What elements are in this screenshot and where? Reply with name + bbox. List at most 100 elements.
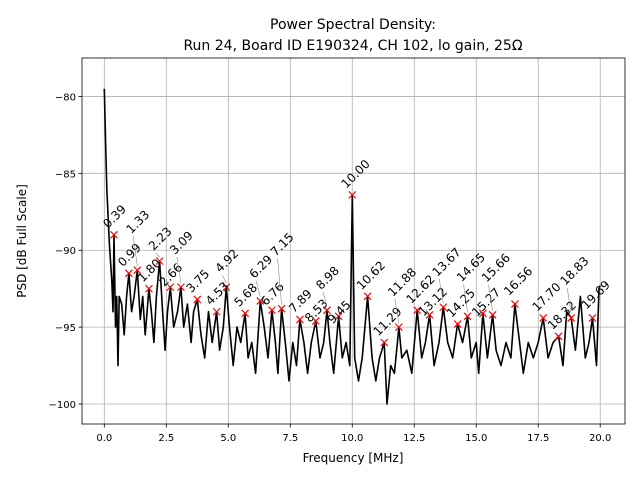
peak-label-leader: [132, 236, 138, 267]
peak-marker: [394, 323, 403, 332]
peak-marker-x: [277, 304, 286, 313]
peak-label-leader: [394, 299, 400, 324]
peak-marker: [334, 312, 343, 321]
peak-marker-x: [453, 320, 462, 328]
peak-label: 15.27: [469, 285, 503, 319]
peak-label: 7.15: [268, 230, 297, 259]
y-tick-label: −80: [55, 92, 76, 103]
peak-label: 16.56: [501, 264, 535, 298]
peak-marker-x: [177, 283, 185, 292]
peak-label: 6.29: [247, 252, 276, 281]
x-tick-label: 0.0: [96, 433, 112, 444]
x-tick-label: 10.0: [341, 433, 363, 444]
peak-label-leader: [488, 284, 493, 311]
peak-label-leader: [438, 279, 444, 304]
x-axis-label: Frequency [MHz]: [303, 451, 404, 465]
peak-marker: [241, 309, 250, 318]
peak-label-leader: [165, 279, 171, 292]
peak-marker-x: [222, 283, 231, 292]
peak-label: 14.25: [444, 286, 478, 320]
peak-marker: [479, 309, 487, 318]
peak-marker-x: [425, 310, 434, 319]
peak-marker: [145, 284, 153, 293]
peak-marker-x: [296, 315, 304, 324]
peak-marker: [588, 313, 597, 322]
y-axis-label: PSD [dB Full Scale]: [15, 184, 29, 298]
peak-label: 3.75: [184, 267, 213, 296]
peak-label: 15.66: [479, 251, 513, 285]
peak-label: 5.68: [231, 281, 260, 310]
axes-frame: [81, 57, 626, 425]
y-tick-label: −85: [55, 169, 76, 180]
peak-marker: [177, 283, 185, 292]
peak-marker-x: [256, 297, 265, 305]
peak-label-leader: [566, 287, 572, 314]
peak-label: 10.62: [354, 258, 388, 292]
peak-label-leader: [463, 284, 468, 313]
peak-marker: [488, 310, 497, 319]
chart-title: Power Spectral Density:: [270, 17, 436, 33]
peak-marker-x: [588, 313, 597, 322]
peak-marker: [133, 266, 142, 275]
peak-marker-x: [155, 257, 164, 265]
peak-marker: [110, 230, 118, 239]
peak-marker-x: [363, 292, 372, 301]
peak-marker-x: [488, 310, 497, 319]
peak-marker-x: [510, 300, 519, 308]
peak-label-leader: [478, 309, 484, 318]
peak-marker: [155, 257, 164, 265]
peak-marker: [212, 307, 221, 316]
peak-label-leader: [255, 280, 261, 298]
x-tick-label: 17.5: [527, 433, 549, 444]
peak-marker-x: [212, 307, 221, 316]
x-tick-label: 20.0: [589, 433, 611, 444]
peak-marker-x: [439, 303, 448, 312]
peak-marker: [413, 306, 422, 315]
peak-marker-x: [380, 338, 389, 347]
peak-marker: [268, 306, 276, 315]
peak-marker: [277, 304, 286, 313]
x-tick-label: 15.0: [465, 433, 487, 444]
peak-marker-x: [554, 332, 563, 341]
peak-marker-x: [479, 309, 487, 318]
peak-marker-x: [133, 266, 142, 275]
peak-marker: [363, 292, 372, 301]
peak-marker-x: [124, 269, 133, 278]
peak-marker-x: [463, 312, 472, 321]
peak-marker: [296, 315, 304, 324]
peak-marker: [124, 269, 133, 278]
peak-label-leader: [277, 258, 282, 305]
peak-marker: [439, 303, 448, 312]
peak-marker-x: [268, 306, 276, 315]
peak-label: 19.69: [579, 278, 613, 312]
peak-label: 10.00: [339, 157, 373, 191]
peak-marker-x: [241, 309, 250, 318]
peak-label: 18.83: [557, 254, 591, 288]
peak-label-leader: [311, 314, 317, 326]
peak-marker: [256, 297, 265, 305]
peak-marker-x: [413, 306, 422, 315]
peak-label: 4.92: [213, 246, 242, 275]
peak-marker-x: [334, 312, 343, 321]
peak-marker: [193, 295, 202, 304]
peak-marker: [380, 338, 389, 347]
peak-marker-x: [193, 295, 202, 304]
peak-marker-x: [348, 190, 357, 199]
peak-marker: [567, 313, 576, 322]
peak-label-leader: [322, 292, 328, 307]
peak-marker-x: [539, 313, 548, 322]
peak-marker-x: [323, 306, 331, 315]
peak-label-leader: [222, 275, 227, 284]
chart-subtitle: Run 24, Board ID E190324, CH 102, lo gai…: [183, 38, 522, 54]
y-tick-label: −100: [49, 400, 76, 411]
y-tick-label: −90: [55, 246, 76, 257]
peak-label: 6.76: [258, 280, 287, 309]
y-tick-label: −95: [55, 323, 76, 334]
peak-marker: [510, 300, 519, 308]
psd-line: [103, 88, 601, 405]
plot-area: [103, 88, 601, 405]
peak-label: 0.99: [115, 241, 144, 270]
peak-marker-x: [567, 313, 576, 322]
